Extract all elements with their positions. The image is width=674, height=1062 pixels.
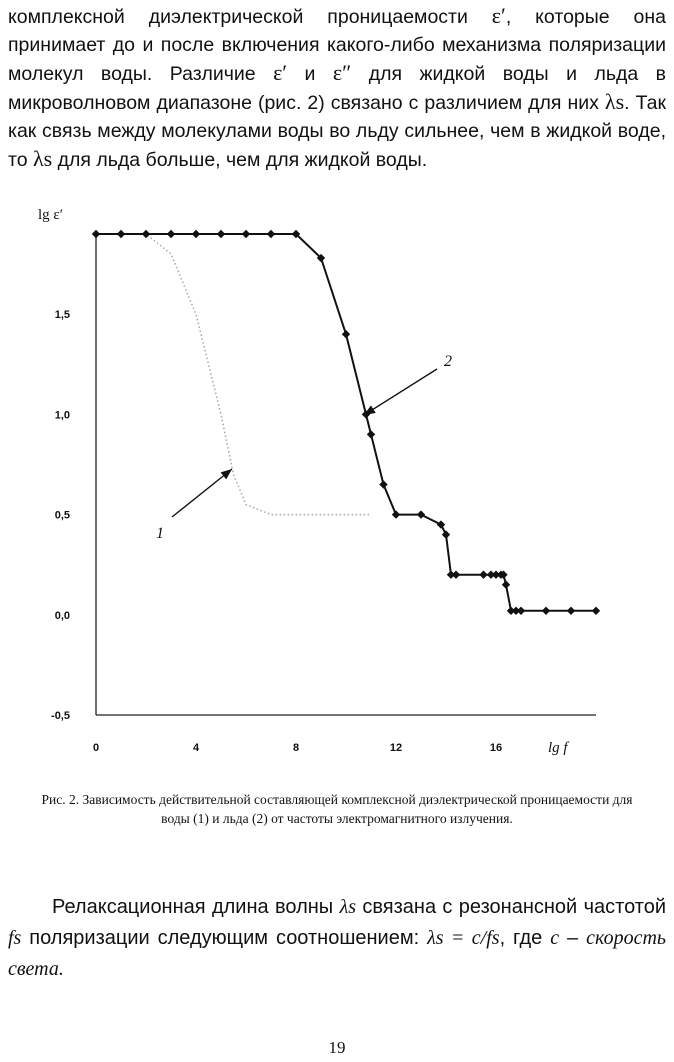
text-fragment: скорость света. [8, 927, 666, 980]
text-fragment: , которые она принимает до и после включ… [8, 6, 666, 85]
x-tick-label: 16 [490, 742, 502, 754]
series-2-point [391, 510, 401, 519]
series-2-point [501, 580, 511, 589]
paragraph-1: комплексной диэлектрической проницаемост… [8, 2, 666, 174]
text-fragment: поляризации следующим соотношением: [21, 927, 428, 949]
series-2-point [479, 570, 488, 579]
x-tick-label: 8 [293, 742, 299, 754]
series-2-point [541, 606, 551, 615]
lambda-s-symbol: λs [339, 896, 357, 918]
series-2-point [266, 229, 276, 239]
lambda-s-symbol: λs [32, 146, 53, 171]
epsilon-prime-symbol: ε′ [273, 60, 288, 85]
callout-label-1: 1 [156, 525, 164, 542]
y-tick-label: 1,5 [55, 309, 70, 321]
text-fragment: для льда больше, чем для жидкой воды. [52, 149, 428, 171]
permittivity-chart: 0 4 8 12 16-0,50,00,51,01,5lg ε′lg f 12 [38, 207, 601, 756]
callout-arrow-2-head [364, 405, 376, 415]
epsilon-prime-symbol: ε′ [491, 3, 506, 28]
series-2-point [91, 229, 101, 239]
x-axis-label: lg f [548, 740, 569, 756]
text-fragment: Релаксационная длина волны [52, 896, 340, 918]
series-2-point [516, 606, 526, 615]
series-2-point [216, 229, 226, 239]
series-2-point [241, 229, 251, 239]
callout-arrow-1-head [220, 469, 232, 480]
y-axis-label: lg ε′ [38, 207, 63, 223]
series-2-point [451, 570, 461, 579]
formula: λs = c/fs [427, 927, 500, 949]
text-fragment: – [559, 927, 587, 949]
chart-annotations: 12 [156, 353, 452, 542]
y-tick-label: 1,0 [55, 409, 70, 421]
callout-arrow-1-shaft [171, 468, 233, 518]
series-2-point [316, 253, 326, 263]
lambda-s-symbol: λs [604, 89, 625, 114]
chart-markers [91, 229, 601, 615]
y-tick-label: -0,5 [51, 710, 70, 722]
series-line-1 [96, 233, 371, 516]
text-fragment: и [287, 63, 333, 85]
callout-label-2: 2 [444, 353, 452, 370]
chart-axes [95, 234, 596, 716]
fs-symbol: fs [8, 927, 22, 949]
chart-ticks: 0 4 8 12 16-0,50,00,51,01,5lg ε′lg f [38, 207, 569, 756]
x-tick-label: 4 [193, 742, 200, 754]
chart-series-lines [96, 233, 596, 612]
series-2-point [166, 229, 176, 239]
series-2-point [511, 606, 521, 615]
series-2-point [191, 229, 201, 239]
series-2-point [441, 530, 451, 539]
series-2-point [116, 229, 126, 239]
figure-caption: Рис. 2. Зависимость действительной соста… [41, 792, 633, 826]
series-line-2 [96, 233, 596, 612]
series-2-point [416, 510, 426, 519]
paragraph-2: Релаксационная длина волны λs связана с … [8, 892, 666, 985]
series-2-point [141, 229, 151, 239]
text-fragment: комплексной диэлектрической проницаемост… [8, 6, 492, 28]
series-2-point [506, 606, 516, 615]
c-symbol: c [550, 927, 560, 949]
callout-arrow-2-shaft [363, 368, 438, 416]
series-2-point [379, 480, 388, 489]
text-fragment: связана с резонансной частотой [356, 896, 666, 918]
y-tick-label: 0,5 [55, 510, 70, 522]
series-2-point [566, 606, 576, 615]
series-2-point [366, 430, 376, 439]
epsilon-double-prime-symbol: ε″ [332, 60, 352, 85]
x-tick-label: 0 [93, 742, 99, 754]
series-2-point [591, 606, 601, 615]
y-tick-label: 0,0 [55, 610, 70, 622]
series-2-point [341, 330, 351, 339]
text-fragment: для жидкой воды и льда в микроволновом д… [8, 63, 666, 114]
text-fragment: . Так как связь между молекулами воды во… [8, 92, 666, 171]
page-number: 19 [328, 1038, 346, 1057]
x-tick-label: 12 [390, 742, 402, 754]
series-2-point [436, 520, 446, 529]
text-fragment: , где [499, 927, 551, 949]
